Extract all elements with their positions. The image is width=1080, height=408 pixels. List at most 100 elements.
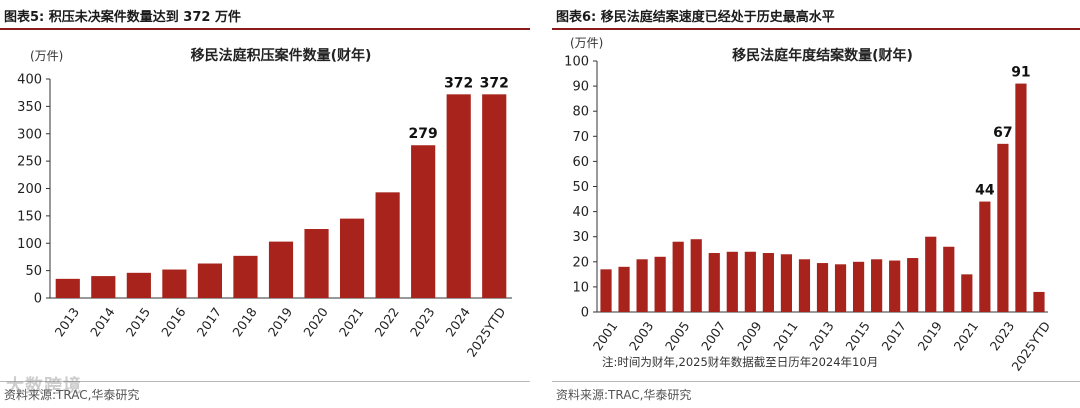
left-figure-title: 图表5: 积压未决案件数量达到 372 万件 — [4, 10, 241, 25]
bar — [304, 229, 329, 298]
bar — [925, 236, 937, 312]
bar — [197, 263, 223, 298]
bar — [979, 201, 991, 312]
y-axis-unit-label: (万件) — [30, 49, 63, 63]
x-tick-label: 2001 — [590, 319, 621, 354]
bar — [744, 251, 756, 312]
bar — [852, 261, 865, 312]
bar — [1033, 291, 1045, 312]
x-tick-label: 2023 — [987, 319, 1018, 354]
bar — [762, 253, 774, 312]
left-bottom-rule — [0, 381, 530, 382]
x-tick-label: 2015 — [842, 319, 873, 354]
x-tick-label: 2013 — [52, 305, 83, 340]
bar — [708, 253, 720, 312]
bar — [91, 276, 116, 298]
data-label: 44 — [975, 183, 995, 199]
y-tick-label: 350 — [17, 100, 42, 115]
watermark-text: 大数跨境 — [6, 376, 82, 397]
x-tick-label: 2023 — [407, 305, 438, 340]
bar — [339, 218, 365, 298]
y-tick-label: 0 — [581, 306, 589, 321]
bar — [798, 259, 811, 312]
bar — [834, 264, 847, 312]
y-tick-label: 400 — [17, 73, 42, 88]
bar — [636, 259, 648, 312]
right-figure-panel: 图表6: 移民法庭结案速度已经处于历史最高水平 移民法庭年度结案数量(财年) (万… — [552, 0, 1080, 408]
x-tick-label: 2021 — [951, 319, 982, 354]
bar — [997, 143, 1009, 312]
x-tick-label: 2017 — [878, 319, 909, 354]
bar — [600, 269, 612, 312]
chart-title: 移民法庭积压案件数量(财年) — [191, 47, 372, 64]
bar — [1015, 83, 1027, 312]
left-figure-panel: 图表5: 积压未决案件数量达到 372 万件 移民法庭积压案件数量(财年) (万件… — [0, 0, 530, 408]
x-tick-label: 2003 — [626, 319, 657, 354]
y-tick-label: 50 — [572, 180, 589, 195]
x-tick-label: 2009 — [734, 319, 765, 354]
left-source-text: 资料来源:TRAC,华泰研究 — [4, 388, 140, 402]
y-tick-label: 100 — [17, 237, 42, 252]
bar — [690, 239, 702, 312]
bar — [943, 246, 955, 312]
bar — [268, 241, 294, 298]
x-tick-label: 2015 — [123, 305, 154, 340]
right-source-text: 资料来源:TRAC,华泰研究 — [556, 388, 692, 402]
bar — [816, 263, 829, 312]
bar — [411, 145, 436, 298]
y-tick-label: 10 — [572, 280, 589, 295]
data-label: 372 — [480, 75, 509, 91]
bar — [126, 272, 151, 298]
y-tick-label: 70 — [572, 130, 589, 145]
right-figure-title: 图表6: 移民法庭结案速度已经处于历史最高水平 — [556, 10, 835, 25]
y-axis-unit-label: (万件) — [570, 36, 603, 50]
bar — [618, 266, 630, 312]
bar — [907, 258, 919, 312]
x-tick-label: 2007 — [698, 319, 729, 354]
bar — [482, 94, 507, 298]
x-tick-label: 2018 — [229, 305, 260, 340]
y-tick-label: 90 — [572, 80, 589, 95]
bar — [871, 259, 883, 312]
x-tick-label: 2017 — [194, 305, 225, 340]
chart-title: 移民法庭年度结案数量(财年) — [732, 47, 913, 64]
y-tick-label: 250 — [17, 155, 42, 170]
x-tick-label: 2024 — [442, 305, 473, 340]
bar — [961, 274, 973, 312]
bar — [889, 260, 901, 312]
data-label: 67 — [993, 125, 1012, 141]
bar — [780, 254, 793, 312]
y-tick-label: 100 — [564, 55, 589, 70]
y-tick-label: 20 — [572, 255, 589, 270]
y-tick-label: 50 — [25, 264, 42, 279]
right-completions-chart: 移民法庭年度结案数量(财年) (万件) 0 10 20 30 40 50 60 70 80 90 100… — [564, 36, 1053, 374]
right-bottom-rule — [552, 381, 1080, 382]
y-tick-label: 80 — [572, 105, 589, 120]
chart-footnote: 注:时间为财年,2025财年数据截至日历年2024年10月 — [602, 355, 878, 369]
x-tick-label: 2014 — [87, 305, 118, 340]
bar — [162, 269, 187, 298]
left-backlog-chart: 移民法庭积压案件数量(财年) (万件) 0 50 100 150 200 250 300 350 4… — [17, 47, 512, 360]
data-label: 372 — [444, 75, 473, 91]
y-tick-label: 0 — [34, 292, 42, 307]
data-label: 279 — [409, 126, 438, 142]
x-tick-label: 2020 — [300, 305, 331, 340]
x-tick-label: 2005 — [662, 319, 693, 354]
bar — [654, 256, 666, 312]
bar — [446, 94, 471, 298]
y-tick-label: 200 — [17, 182, 42, 197]
y-tick-label: 30 — [572, 230, 589, 245]
bar — [233, 255, 258, 298]
x-tick-label: 2021 — [336, 305, 367, 340]
y-tick-label: 60 — [572, 155, 589, 170]
right-title-rule — [552, 28, 1080, 30]
bar — [672, 241, 684, 312]
data-label: 91 — [1011, 65, 1030, 81]
left-title-rule — [0, 28, 530, 30]
bar — [375, 192, 400, 298]
x-tick-label: 2019 — [265, 305, 296, 340]
y-tick-label: 40 — [572, 205, 589, 220]
x-tick-label: 2016 — [158, 305, 189, 340]
bar — [55, 278, 80, 298]
bar — [726, 251, 738, 312]
